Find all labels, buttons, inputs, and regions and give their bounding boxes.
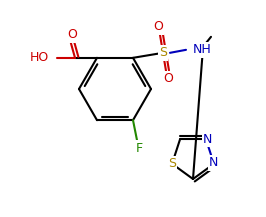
Text: HO: HO — [30, 51, 49, 64]
Text: N: N — [203, 133, 213, 146]
Text: S: S — [159, 46, 167, 59]
Text: F: F — [135, 142, 143, 155]
Text: S: S — [168, 157, 176, 170]
Text: NH: NH — [193, 43, 212, 56]
Text: O: O — [163, 72, 173, 85]
Text: O: O — [67, 28, 77, 41]
Text: O: O — [153, 20, 163, 33]
Text: N: N — [209, 156, 219, 169]
